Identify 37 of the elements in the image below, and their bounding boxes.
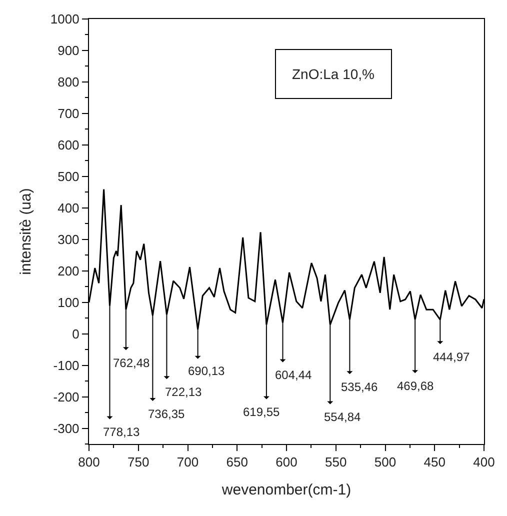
annotation: 554,84 [324, 410, 362, 424]
y-tick-label: 800 [58, 74, 80, 90]
annotation: 535,46 [341, 380, 378, 394]
x-axis-title: wevenomber(cm-1) [220, 482, 352, 499]
y-tick-label: 400 [58, 200, 80, 216]
x-tick-label: 700 [176, 454, 199, 470]
annotation: 722,13 [165, 385, 202, 399]
x-tick-label: 450 [424, 454, 446, 470]
annotation: 736,35 [148, 407, 186, 421]
x-tick-label: 550 [325, 454, 347, 470]
y-tick-label: -300 [53, 420, 80, 436]
annotation: ZnO:La 10,% [292, 66, 374, 82]
y-tick-label: 500 [58, 168, 80, 184]
annotation: 690,13 [188, 364, 226, 378]
y-tick-label: 100 [58, 294, 80, 310]
annotation: 444,97 [433, 350, 470, 364]
x-tick-label: 750 [128, 454, 150, 470]
y-axis-title: intensitè (ua) [18, 188, 35, 275]
y-tick-label: 600 [58, 137, 80, 152]
annotation: 762,48 [113, 356, 150, 370]
annotation: 619,55 [243, 405, 280, 419]
y-tick-label: -200 [53, 389, 80, 404]
y-tick-label: 200 [58, 263, 80, 278]
y-tick-label: 0 [72, 326, 80, 342]
x-tick-label: 650 [226, 454, 248, 470]
y-tick-label: 1000 [50, 12, 80, 27]
annotation: 469,68 [397, 379, 434, 393]
x-tick-label: 600 [276, 454, 298, 470]
y-tick-label: -100 [53, 358, 80, 373]
annotation: 604,44 [275, 368, 312, 382]
y-tick-label: 900 [58, 43, 80, 58]
x-tick-label: 400 [473, 454, 495, 470]
annotation: 778,13 [103, 425, 140, 439]
y-tick-label: 300 [58, 232, 80, 247]
x-tick-label: 500 [374, 454, 396, 470]
x-tick-label: 800 [78, 454, 100, 470]
y-tick-label: 700 [58, 106, 80, 121]
